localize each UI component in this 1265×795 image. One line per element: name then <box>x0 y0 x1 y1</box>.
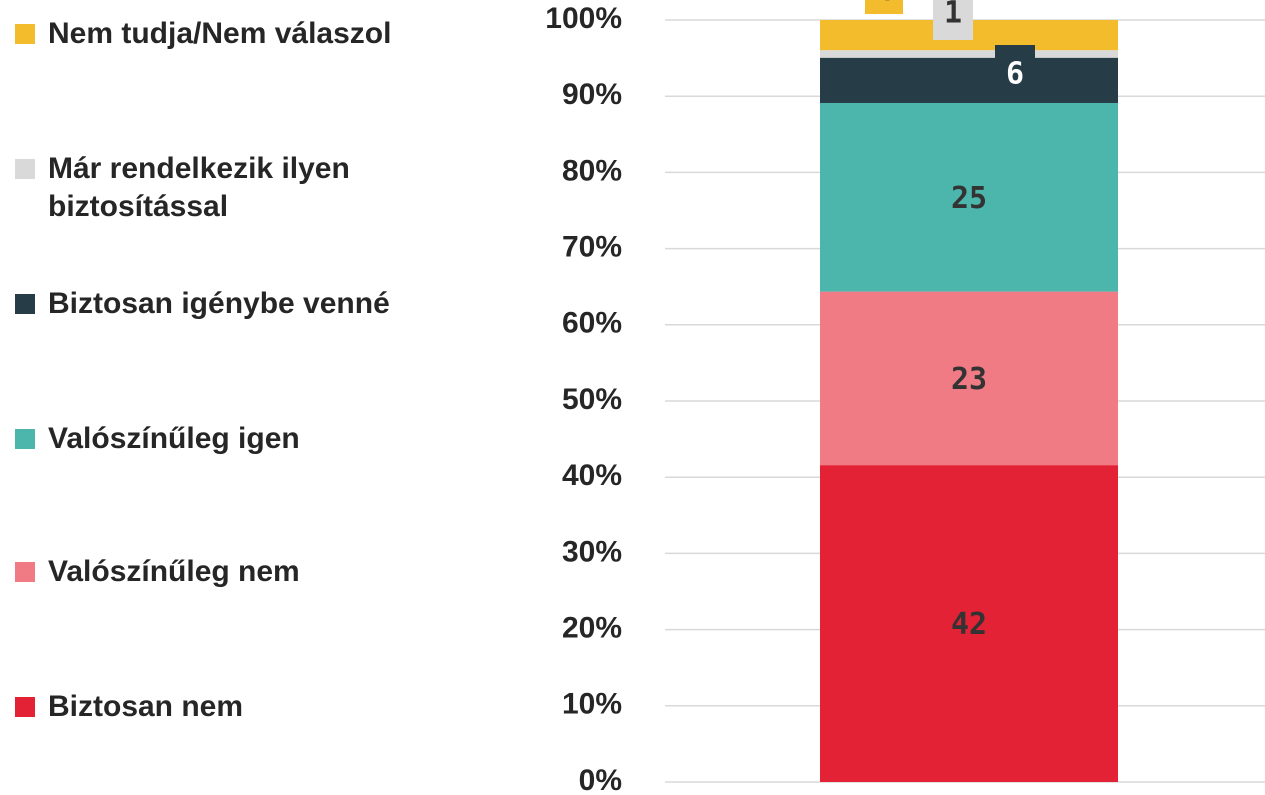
legend-item: Valószínűleg nem <box>15 553 460 591</box>
legend-swatch <box>15 697 35 717</box>
legend-item: Biztosan nem <box>15 688 460 726</box>
legend-label: Valószínűleg nem <box>48 555 300 588</box>
legend-item: Nem tudja/Nem válaszol <box>15 15 460 53</box>
y-tick-label: 30% <box>562 535 622 568</box>
legend-swatch <box>15 24 35 44</box>
data-label: 1 <box>944 0 962 31</box>
legend-swatch <box>15 159 35 179</box>
legend-item: Valószínűleg igen <box>15 420 460 458</box>
legend-label: Biztosan nem <box>48 690 244 723</box>
legend-swatch <box>15 562 35 582</box>
legend-swatch <box>15 429 35 449</box>
data-label-box <box>865 0 903 14</box>
data-label: 42 <box>951 607 987 642</box>
bar-segment <box>820 465 1118 782</box>
y-tick-label: 90% <box>562 78 622 111</box>
bar-segment <box>820 50 1118 58</box>
legend-label: Már rendelkezik ilyen biztosítással <box>48 152 350 223</box>
y-tick-label: 80% <box>562 154 622 187</box>
legend-label: Biztosan igénybe venné <box>48 287 390 320</box>
legend-swatch <box>15 294 35 314</box>
y-tick-label: 60% <box>562 307 622 340</box>
legend-item: Már rendelkezik ilyen biztosítással <box>15 150 460 226</box>
y-tick-label: 100% <box>545 2 622 35</box>
data-label-box <box>933 0 973 40</box>
data-label: 6 <box>1006 57 1024 92</box>
y-tick-label: 10% <box>562 688 622 721</box>
data-label: 25 <box>951 181 987 216</box>
y-tick-label: 50% <box>562 383 622 416</box>
data-label-box <box>995 45 1035 101</box>
legend-label: Nem tudja/Nem válaszol <box>48 17 392 50</box>
y-tick-label: 0% <box>579 764 622 795</box>
legend-label: Valószínűleg igen <box>48 422 300 455</box>
data-label: 4 <box>875 0 893 9</box>
y-tick-label: 40% <box>562 459 622 492</box>
bar-segment <box>820 57 1118 103</box>
bar-segment <box>820 291 1118 466</box>
y-tick-label: 70% <box>562 231 622 264</box>
legend-item: Biztosan igénybe venné <box>15 285 460 323</box>
bar-segment <box>820 102 1118 292</box>
data-label: 23 <box>951 362 987 397</box>
y-tick-label: 20% <box>562 612 622 645</box>
